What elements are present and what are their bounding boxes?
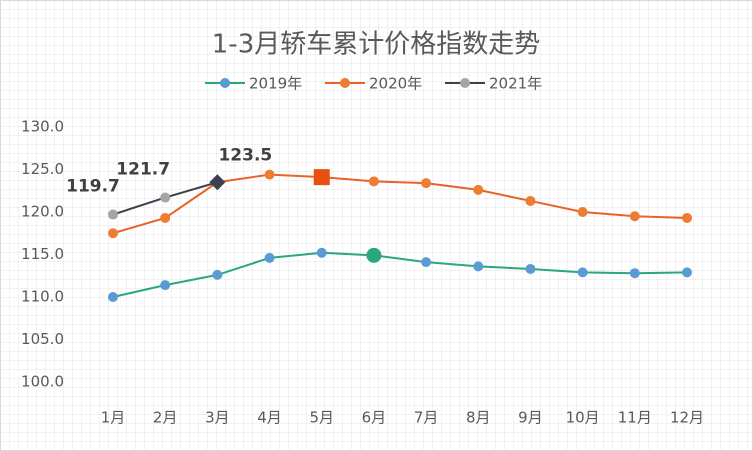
marker <box>368 176 379 187</box>
marker <box>577 267 588 278</box>
x-tick-label: 1月 <box>101 409 126 427</box>
y-tick-label: 130.0 <box>21 118 64 136</box>
x-tick-label: 4月 <box>257 409 282 427</box>
chart-title: 1-3月轿车累计价格指数走势 <box>212 30 540 60</box>
marker <box>629 268 640 279</box>
marker <box>160 192 171 203</box>
marker <box>313 169 330 186</box>
x-tick-label: 2月 <box>153 409 178 427</box>
y-tick-label: 110.0 <box>21 288 64 306</box>
marker <box>682 267 692 278</box>
marker <box>473 184 484 195</box>
marker <box>160 280 171 291</box>
marker <box>421 257 432 268</box>
legend-marker <box>340 78 350 88</box>
y-tick-label: 100.0 <box>21 373 64 391</box>
x-tick-label: 7月 <box>414 409 439 427</box>
x-tick-label: 11月 <box>618 409 652 427</box>
x-tick-label: 9月 <box>518 409 543 427</box>
legend-label: 2020年 <box>369 75 422 93</box>
marker <box>629 211 640 222</box>
legend-label: 2019年 <box>249 75 302 93</box>
marker <box>160 212 171 223</box>
data-label: 121.7 <box>116 160 170 180</box>
marker <box>682 212 692 223</box>
series-line <box>112 173 688 235</box>
marker <box>525 195 536 206</box>
marker <box>264 169 275 180</box>
y-tick-label: 125.0 <box>21 160 64 178</box>
marker <box>525 263 536 274</box>
marker <box>209 174 226 191</box>
y-tick-label: 120.0 <box>21 203 64 221</box>
data-label: 119.7 <box>66 177 120 197</box>
x-tick-label: 10月 <box>566 409 600 427</box>
x-tick-label: 12月 <box>670 409 704 427</box>
data-label: 123.5 <box>218 145 272 165</box>
legend-marker <box>220 78 230 88</box>
marker <box>108 292 118 302</box>
y-tick-label: 105.0 <box>21 330 64 348</box>
legend-label: 2021年 <box>489 75 542 93</box>
marker <box>212 269 223 280</box>
y-tick-label: 115.0 <box>21 245 64 263</box>
marker <box>577 207 588 217</box>
marker <box>108 209 118 220</box>
marker <box>366 247 382 263</box>
marker <box>108 228 118 239</box>
marker <box>421 178 432 189</box>
marker <box>473 261 484 272</box>
legend-marker <box>460 78 470 88</box>
marker <box>264 252 275 263</box>
x-tick-label: 3月 <box>205 409 230 427</box>
x-tick-label: 5月 <box>309 409 334 427</box>
marker <box>316 247 327 258</box>
x-tick-label: 6月 <box>362 409 387 427</box>
series-line <box>112 251 688 298</box>
x-tick-label: 8月 <box>466 409 491 427</box>
